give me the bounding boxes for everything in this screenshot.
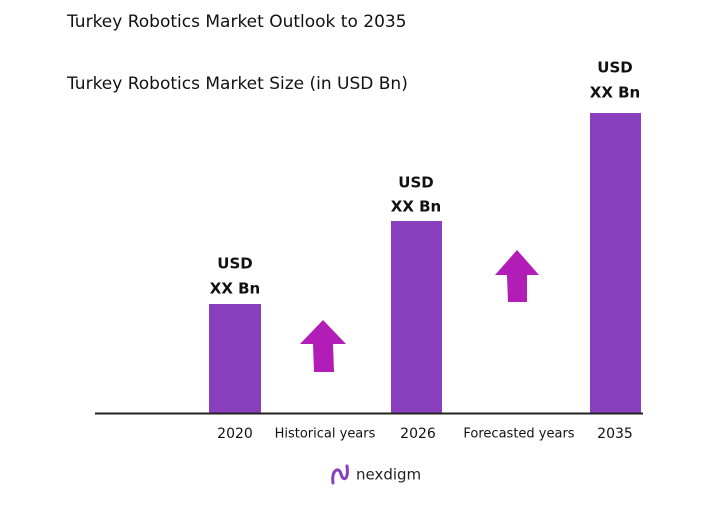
period-label: Historical years bbox=[275, 427, 376, 442]
subtitle: Turkey Robotics Market Size (in USD Bn) bbox=[66, 74, 408, 94]
period-label: Forecasted years bbox=[463, 427, 574, 442]
title: Turkey Robotics Market Outlook to 2035 bbox=[66, 12, 407, 32]
bar-label: XX Bn bbox=[391, 198, 441, 216]
x-label: 2035 bbox=[597, 426, 633, 442]
logo-icon bbox=[331, 464, 349, 485]
bar-label: USD bbox=[217, 255, 252, 273]
bar bbox=[590, 113, 641, 413]
bar-label: XX Bn bbox=[210, 280, 260, 298]
growth-arrow bbox=[495, 250, 539, 302]
growth-arrow bbox=[300, 320, 346, 372]
bar-label: XX Bn bbox=[590, 84, 640, 102]
bar-label: USD bbox=[597, 59, 632, 77]
bar bbox=[391, 221, 442, 413]
x-label: 2026 bbox=[400, 426, 436, 442]
bar-label: USD bbox=[398, 174, 433, 192]
x-label: 2020 bbox=[217, 426, 253, 442]
bar bbox=[209, 304, 261, 413]
logo: nexdigm bbox=[331, 464, 421, 485]
logo-text: nexdigm bbox=[356, 466, 421, 484]
